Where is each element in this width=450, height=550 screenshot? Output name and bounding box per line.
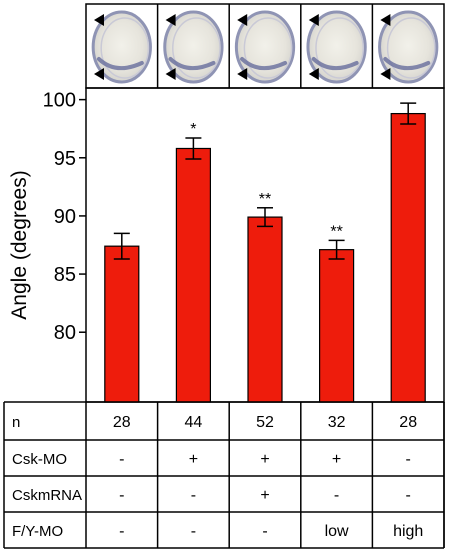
arrowhead-icon [94,14,104,26]
arrowhead-icon [94,68,104,80]
y-tick-label: 85 [54,264,76,286]
table-cell: low [325,523,349,540]
arrowhead-icon [308,68,319,80]
significance-marker: ** [330,223,342,240]
table-cell: - [119,487,124,504]
table-row-label: n [12,414,20,431]
table-cell: + [260,451,269,468]
embryo-stain-band [96,57,144,71]
embryo-yolk-outline [100,17,150,79]
arrowhead-icon [380,14,391,26]
bar [319,249,355,403]
table-cell: 44 [185,414,203,431]
table-cell: - [262,523,267,540]
table-cell: - [191,523,196,540]
table-cell: - [191,487,196,504]
table-cell: - [406,487,411,504]
arrowhead-icon [165,68,176,80]
embryo-yolk-outline [172,17,221,79]
bar [175,147,211,403]
significance-marker: ** [259,191,271,208]
embryo-stain-band [311,57,359,71]
table-cell: 28 [113,414,131,431]
table-cell: high [393,523,423,540]
table-cell: + [260,487,269,504]
y-tick-label: 95 [54,148,76,170]
table-row-label: Csk-MO [12,451,67,468]
arrowhead-icon [308,14,319,26]
embryo-stain-band [240,57,288,71]
embryo-panel [371,4,439,88]
significance-marker: * [190,121,196,138]
embryo-panel [228,4,296,88]
embryo-stain-band [168,57,216,71]
bar [247,216,283,403]
condition-table: n 28 44 52 32 28 Csk-MO - + + + - CskmRNA - - + - - F/Y-MO… [3,401,445,549]
embryo-panel [91,10,152,84]
embryo-image-strip [85,3,445,89]
embryo-stain-band [383,57,431,71]
arrowhead-icon [380,68,391,80]
table-cell: - [406,451,411,468]
table-cell: - [334,487,339,504]
bar [390,112,426,403]
y-axis-label: Angle (degrees) [8,170,31,319]
table-row-label: CskmRNA [12,487,82,504]
table-cell: 52 [256,414,274,431]
table-cell: - [119,523,124,540]
embryo-yolk-outline [386,17,436,79]
arrowhead-icon [237,68,248,80]
table-cell: + [332,451,341,468]
y-tick-label: 80 [54,322,76,344]
table-cell: 28 [399,414,417,431]
table-row-label: F/Y-MO [12,523,63,540]
table-cell: - [119,451,124,468]
y-tick-label: 100 [43,90,76,112]
embryo-panel [156,4,224,88]
embryo-panel [300,4,367,88]
arrowhead-icon [165,14,176,26]
table-cell: + [189,451,198,468]
table-cell: 32 [328,414,346,431]
bar [104,245,140,403]
arrowhead-icon [237,14,248,26]
embryo-yolk-outline [315,17,364,79]
embryo-yolk-outline [243,17,293,79]
y-tick-label: 90 [54,206,76,228]
